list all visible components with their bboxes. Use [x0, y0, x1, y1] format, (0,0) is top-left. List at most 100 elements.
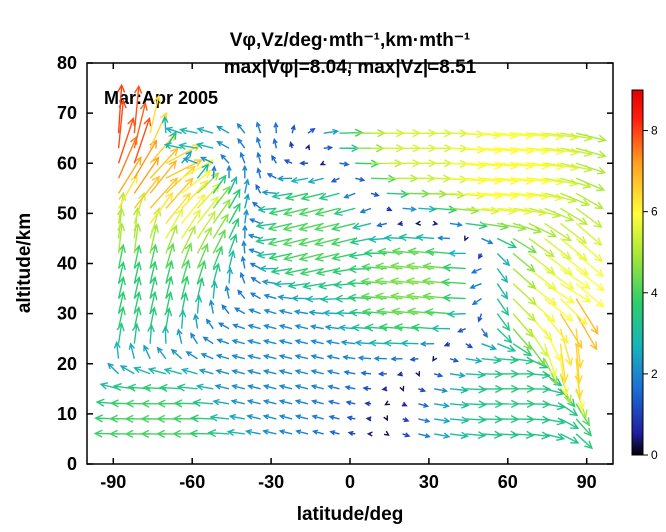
- wind-vector: [262, 414, 277, 420]
- wind-vector: [355, 176, 366, 182]
- wind-vector: [282, 237, 309, 247]
- wind-vector: [512, 313, 534, 338]
- wind-vector: [449, 416, 470, 424]
- wind-vector: [359, 207, 372, 214]
- wind-vector: [156, 346, 167, 360]
- wind-vector: [386, 206, 393, 212]
- wind-vector: [315, 267, 340, 277]
- wind-vector: [384, 400, 391, 406]
- wind-vector: [364, 401, 372, 407]
- wind-vector: [528, 237, 555, 258]
- wind-vector: [377, 371, 387, 377]
- wind-vector: [360, 263, 387, 272]
- wind-vector: [268, 252, 293, 261]
- wind-vector: [559, 222, 588, 245]
- wind-vector: [195, 142, 214, 149]
- wind-vector: [268, 207, 293, 216]
- wind-vector: [149, 275, 158, 299]
- wind-vector: [421, 277, 451, 286]
- wind-vector: [338, 324, 356, 332]
- wind-vector: [496, 252, 511, 267]
- wind-vector: [211, 165, 217, 179]
- wind-vector: [228, 249, 236, 269]
- wind-vector: [375, 307, 403, 316]
- wind-vector: [528, 222, 558, 238]
- wind-vector: [182, 157, 198, 164]
- wind-vector: [216, 141, 230, 149]
- wind-vector: [480, 328, 488, 338]
- wind-vector: [231, 338, 245, 345]
- wind-vector: [391, 247, 419, 256]
- wind-vector: [544, 313, 569, 344]
- wind-vector: [368, 235, 387, 243]
- x-tick-label: -90: [100, 472, 126, 492]
- wind-vector: [181, 225, 196, 254]
- wind-vector: [314, 207, 340, 217]
- wind-vector: [212, 398, 230, 406]
- wind-vector: [195, 383, 214, 391]
- wind-vector: [294, 369, 309, 375]
- wind-vector: [290, 124, 296, 134]
- wind-vector: [278, 308, 293, 315]
- wind-vector: [415, 233, 435, 242]
- wind-vector: [282, 252, 309, 262]
- wind-vector: [560, 192, 591, 207]
- wind-vector: [262, 399, 277, 405]
- wind-vector: [333, 280, 356, 289]
- wind-vector: [383, 339, 403, 347]
- wind-vector: [262, 369, 277, 375]
- y-tick-label: 20: [57, 354, 77, 374]
- wind-vector: [237, 289, 246, 300]
- wind-vector: [165, 290, 174, 314]
- wind-vector: [220, 153, 230, 164]
- wind-vector: [133, 101, 148, 149]
- wind-vector: [128, 342, 136, 359]
- wind-vector: [293, 309, 309, 315]
- wind-vector: [559, 328, 573, 367]
- wind-vector: [165, 126, 182, 134]
- wind-vector: [185, 351, 198, 360]
- wind-vector: [163, 142, 182, 150]
- wind-vector: [575, 192, 604, 210]
- wind-vector: [294, 414, 309, 420]
- wind-vector: [308, 309, 324, 316]
- wind-vector: [133, 116, 152, 164]
- wind-vector: [496, 237, 518, 249]
- wind-vector: [294, 384, 309, 390]
- wind-vector: [399, 385, 405, 392]
- wind-vector: [360, 292, 387, 301]
- wind-vector: [133, 366, 151, 375]
- wind-vector: [224, 285, 230, 299]
- wind-vector: [497, 161, 535, 170]
- wind-vector: [560, 433, 580, 444]
- wind-vector: [278, 323, 293, 330]
- wind-vector: [513, 430, 535, 439]
- wind-vector: [249, 292, 261, 300]
- x-tick-label: 60: [498, 472, 518, 492]
- wind-vector: [354, 339, 372, 347]
- wind-vector: [212, 185, 231, 209]
- wind-vector: [465, 357, 483, 364]
- wind-vector: [496, 313, 511, 332]
- wind-vector: [298, 252, 324, 262]
- wind-vector: [400, 339, 419, 347]
- wind-vector: [449, 431, 469, 440]
- wind-vector: [560, 403, 579, 417]
- wind-vector: [294, 323, 309, 330]
- wind-vector: [512, 283, 537, 306]
- wind-vector: [310, 399, 324, 405]
- wind-vector: [249, 262, 261, 270]
- wind-vector: [163, 367, 182, 375]
- wind-vector: [161, 115, 169, 134]
- wind-vector: [575, 418, 593, 437]
- wind-vector: [575, 147, 607, 159]
- wind-vector: [205, 318, 214, 330]
- wind-vector: [575, 283, 605, 308]
- wind-vector: [449, 401, 470, 409]
- wind-vector: [310, 384, 324, 390]
- wind-vector: [271, 154, 277, 164]
- wind-vector: [176, 328, 183, 344]
- wind-vector: [326, 369, 340, 375]
- x-tick-label: 90: [577, 472, 597, 492]
- wind-vector: [239, 151, 246, 164]
